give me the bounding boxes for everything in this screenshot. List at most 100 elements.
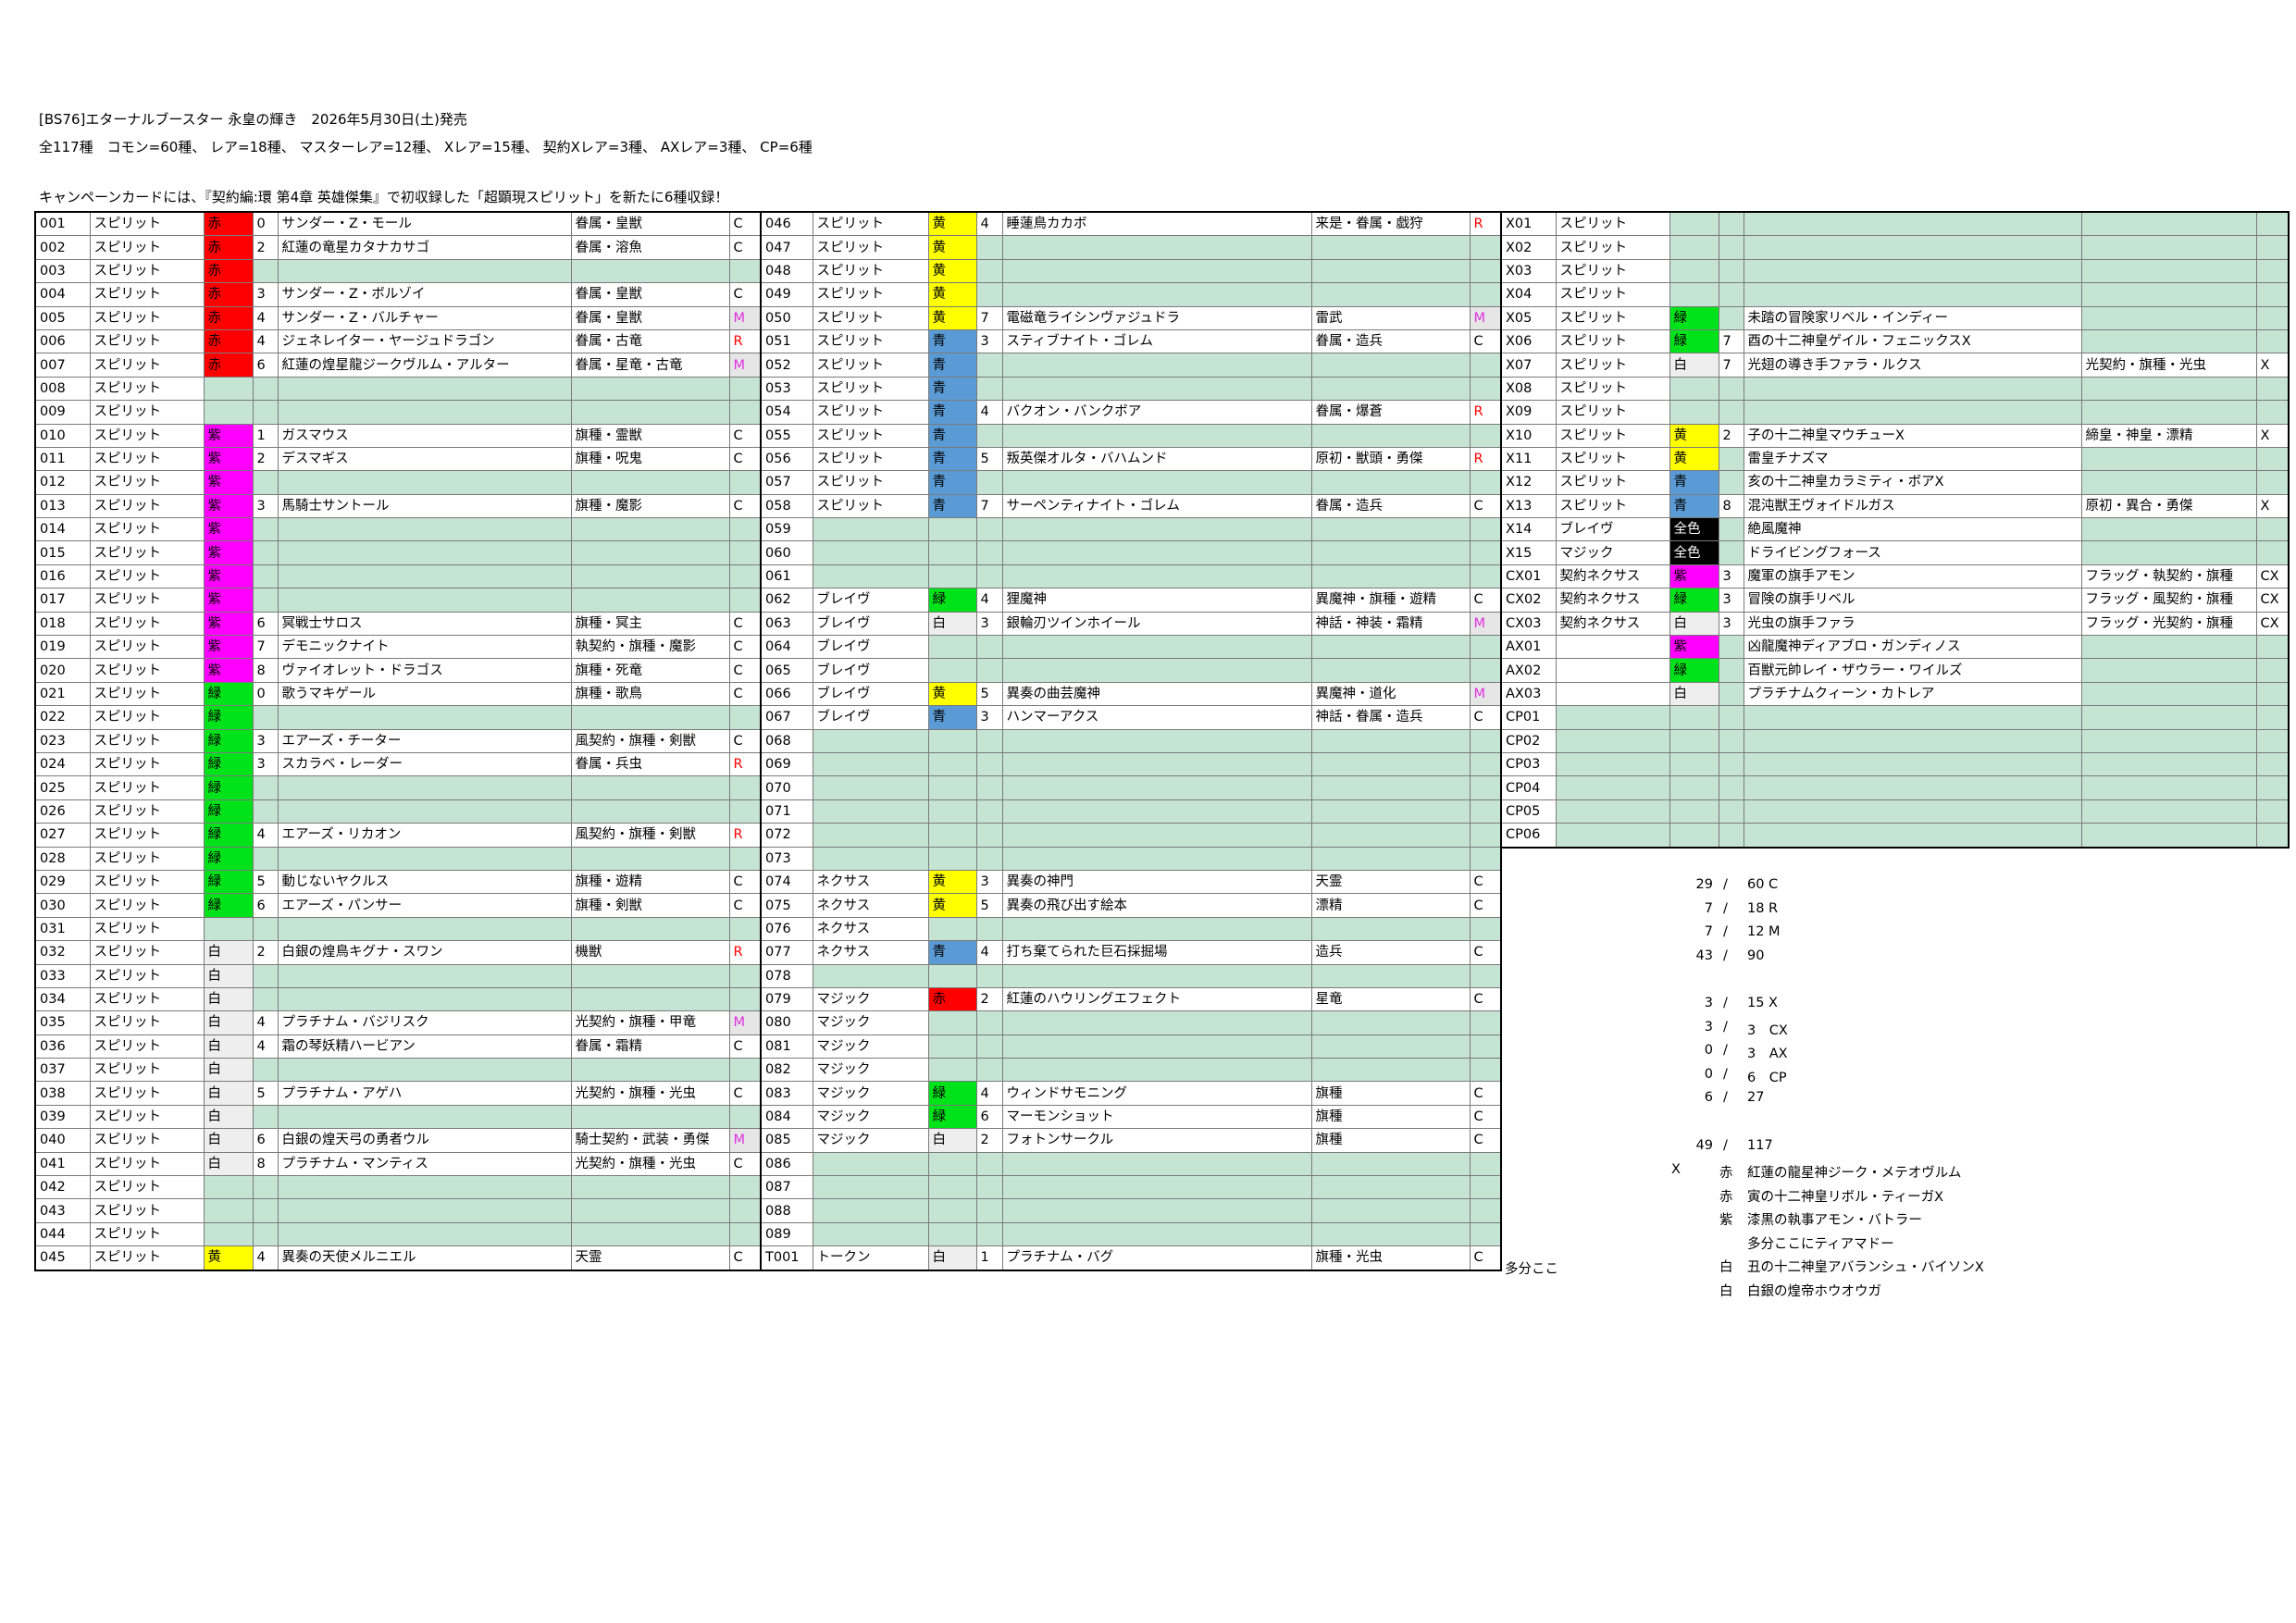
card-no: 089 — [760, 1221, 813, 1247]
card-row: 087 — [760, 1175, 1502, 1200]
family — [1310, 846, 1471, 871]
rarity: C — [728, 493, 762, 519]
card-name: プラチナムクィーン・カトレア — [1743, 681, 2082, 707]
rarity — [2255, 751, 2290, 777]
family: 旗種・霊獣 — [570, 423, 730, 448]
card-type: スピリット — [89, 799, 205, 824]
card-name: 亥の十二神皇カラミティ・ボアX — [1743, 470, 2082, 495]
card-no: 083 — [760, 1081, 813, 1106]
card-row: CP05 — [1500, 799, 2290, 824]
card-name — [277, 517, 572, 542]
family: 旗種 — [1310, 1128, 1471, 1153]
count-total: 3 CX — [1747, 1022, 1788, 1038]
card-row: T001 トークン白 1 プラチナム・バグ 旗種・光虫 C — [760, 1245, 1502, 1271]
card-type: ブレイヴ — [812, 588, 929, 613]
cost: 8 — [252, 658, 279, 683]
extra-name: 多分ここにティアマドー — [1747, 1236, 1894, 1252]
rarity: C — [728, 728, 762, 753]
card-row: AX01 紫凶龍魔神ディアブロ・ガンディノス — [1500, 635, 2290, 660]
card-color — [1669, 775, 1719, 800]
rarity — [1469, 258, 1502, 284]
family: 眷属・兵虫 — [570, 751, 730, 777]
card-type: スピリット — [89, 1081, 205, 1106]
rarity: C — [728, 635, 762, 660]
cost — [252, 1198, 279, 1223]
card-row: 007 スピリット赤 6 紅蓮の煌星龍ジークヴルム・アルター 眷属・星竜・古竜 M — [34, 353, 762, 378]
card-row: 082 マジック — [760, 1058, 1502, 1083]
card-name: 冒険の旗手リベル — [1743, 588, 2082, 613]
count-slash: / — [1723, 900, 1728, 916]
card-name — [277, 705, 572, 730]
card-type: スピリット — [89, 963, 205, 988]
cost — [252, 1104, 279, 1130]
family — [1310, 235, 1471, 260]
family: 来是・眷属・戯狩 — [1310, 211, 1471, 237]
card-color — [927, 1034, 977, 1059]
card-row: 062 ブレイヴ緑 4 狸魔神 異魔神・旗種・遊精 C — [760, 588, 1502, 613]
card-type: スピリット — [812, 211, 929, 237]
family: 騎士契約・武装・勇傑 — [570, 1128, 730, 1153]
card-row: X14 ブレイヴ 全色 絶風魔神 — [1500, 517, 2290, 542]
card-no: 078 — [760, 963, 813, 988]
card-color — [1669, 376, 1719, 402]
count-total: 117 — [1747, 1137, 1773, 1153]
card-no: 036 — [34, 1034, 91, 1059]
rarity: C — [728, 869, 762, 895]
card-row: 089 — [760, 1221, 1502, 1247]
rarity — [728, 846, 762, 871]
card-no: CP03 — [1500, 751, 1557, 777]
family — [570, 470, 730, 495]
card-row: CP06 — [1500, 823, 2290, 849]
card-row: 051 スピリット青 3 スティブナイト・ゴレム 眷属・造兵 C — [760, 328, 1502, 354]
family — [570, 1221, 730, 1247]
family — [1310, 1221, 1471, 1247]
card-color: 紫 — [203, 493, 254, 519]
rarity: M — [728, 305, 762, 330]
cost — [252, 1175, 279, 1200]
card-name — [1743, 400, 2082, 425]
count-slash: / — [1723, 1019, 1728, 1035]
card-color: 白 — [203, 986, 254, 1012]
card-row: 054 スピリット青 4 バクオン・バンクボア 眷属・爆蒼 R — [760, 400, 1502, 425]
family: 雷武 — [1310, 305, 1471, 330]
rarity: M — [1469, 611, 1502, 637]
card-no: 032 — [34, 940, 91, 965]
family: 眷属・皇獣 — [570, 282, 730, 307]
card-row: 047 スピリット黄 — [760, 235, 1502, 260]
family — [570, 799, 730, 824]
card-type: スピリット — [812, 305, 929, 330]
family: 眷属・造兵 — [1310, 328, 1471, 354]
card-no: 006 — [34, 328, 91, 354]
card-no: 020 — [34, 658, 91, 683]
rarity — [728, 470, 762, 495]
card-no: 035 — [34, 1010, 91, 1035]
card-type: マジック — [812, 986, 929, 1012]
card-name — [277, 540, 572, 565]
card-row: 036 スピリット白 4 霜の琴妖精ハービアン 眷属・霜精 C — [34, 1034, 762, 1059]
side-note: 多分ここ — [1505, 1262, 1558, 1277]
extra-color: 白 — [1719, 1260, 1733, 1276]
card-color: 緑 — [1669, 658, 1719, 683]
card-color: 紫 — [203, 611, 254, 637]
card-no: 038 — [34, 1081, 91, 1106]
card-type — [1555, 658, 1670, 683]
family — [1310, 916, 1471, 942]
card-type: スピリット — [1555, 446, 1670, 472]
card-name — [1743, 282, 2082, 307]
card-no: 005 — [34, 305, 91, 330]
card-name: 歌うマキゲール — [277, 681, 572, 707]
card-type: マジック — [812, 1104, 929, 1130]
count-owned: 0 — [1704, 1066, 1713, 1082]
rarity: X — [2255, 353, 2290, 378]
family — [570, 540, 730, 565]
card-row: X05 スピリット緑未踏の冒険家リベル・インディー — [1500, 305, 2290, 330]
card-color: 黄 — [927, 235, 977, 260]
card-name: 雷皇チナズマ — [1743, 446, 2082, 472]
card-no: 065 — [760, 658, 813, 683]
card-name — [1743, 775, 2082, 800]
card-row: 041 スピリット白 8 プラチナム・マンティス 光契約・旗種・光虫 C — [34, 1151, 762, 1177]
extra-name: 丑の十二神皇アバランシュ・バイソンX — [1747, 1260, 1984, 1276]
cost — [975, 1221, 1003, 1247]
card-name: 叛英傑オルタ・バハムンド — [1001, 446, 1312, 472]
card-name — [1001, 258, 1312, 284]
